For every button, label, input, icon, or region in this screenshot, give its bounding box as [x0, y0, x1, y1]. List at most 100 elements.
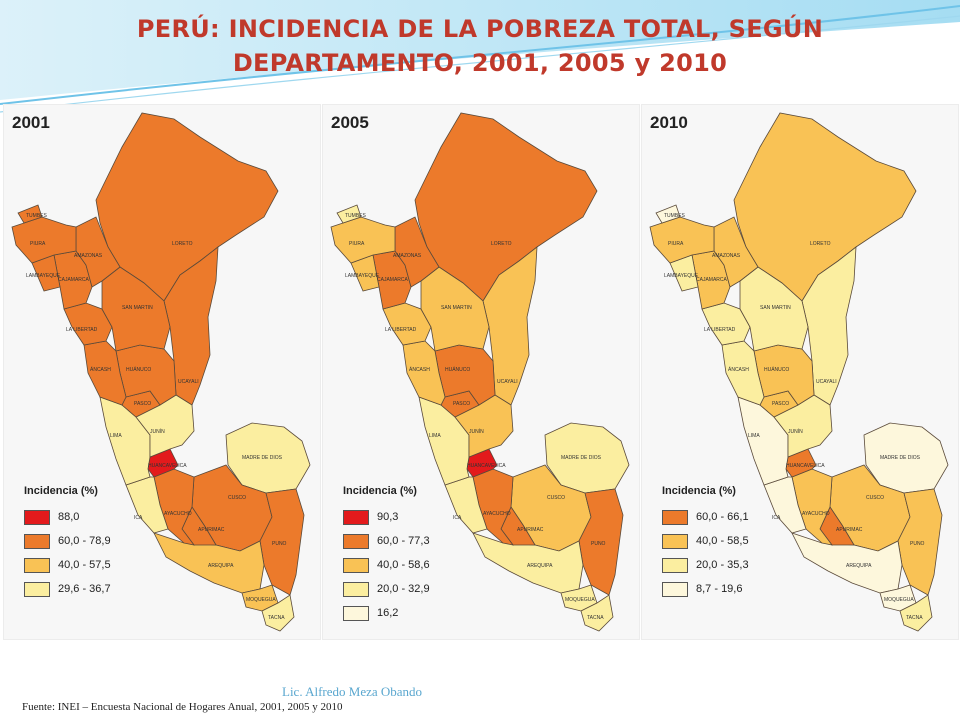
label-tumbes: TUMBES: [26, 213, 48, 219]
label-tacna: TACNA: [906, 615, 923, 621]
region-piura: [649, 216, 715, 264]
source-note: Fuente: INEI – Encuesta Nacional de Hoga…: [22, 701, 343, 713]
label-cajamarca: CAJAMARCA: [377, 277, 409, 283]
region-tumbes: [655, 204, 681, 224]
region-tumbes: [17, 204, 43, 224]
legend-label: 40,0 - 57,5: [58, 559, 111, 571]
label-lambayeque: LAMBAYEQUE: [26, 273, 61, 279]
legend-label: 90,3: [377, 511, 399, 523]
legend-swatch: [24, 581, 50, 597]
region-san-martin: [101, 266, 171, 352]
label-moquegua: MOQUEGUA: [884, 597, 914, 603]
region-madre-de-dios: [863, 422, 949, 494]
label-lima: LIMA: [110, 433, 122, 439]
legend-item: 88,0: [24, 505, 111, 529]
legend: Incidencia (%) 90,3 60,0 - 77,3 40,0 - 5…: [343, 485, 430, 625]
region-ica: [444, 476, 488, 534]
label-la-libertad: LA LIBERTAD: [385, 327, 417, 333]
region-amazonas: [75, 216, 121, 288]
label-ica: ICA: [453, 515, 462, 521]
label-ayacucho: AYACUCHO: [164, 511, 192, 517]
region-ica: [763, 476, 807, 534]
label-lima: LIMA: [748, 433, 760, 439]
region-piura: [330, 216, 396, 264]
region-madre-de-dios: [544, 422, 630, 494]
page-title: PERÚ: INCIDENCIA DE LA POBREZA TOTAL, SE…: [60, 12, 900, 80]
label-loreto: LORETO: [810, 241, 831, 247]
label-ancash: ÁNCASH: [90, 366, 111, 373]
legend-swatch: [343, 557, 369, 573]
label-apurimac: APURIMAC: [517, 527, 544, 533]
legend-item: 20,0 - 32,9: [343, 577, 430, 601]
legend-swatch: [343, 533, 369, 549]
label-pasco: PASCO: [134, 401, 151, 407]
region-piura: [11, 216, 77, 264]
legend-item: 60,0 - 78,9: [24, 529, 111, 553]
map-2005: TUMBES PIURA LAMBAYEQUE AMAZONAS CAJAMAR…: [330, 112, 630, 632]
region-la-libertad: [701, 302, 751, 346]
label-puno: PUNO: [910, 541, 925, 547]
region-san-martin: [739, 266, 809, 352]
legend-item: 8,7 - 19,6: [662, 577, 749, 601]
label-madre-de-dios: MADRE DE DIOS: [242, 455, 283, 461]
label-pasco: PASCO: [453, 401, 470, 407]
label-ica: ICA: [134, 515, 143, 521]
legend-label: 16,2: [377, 607, 399, 619]
label-cajamarca: CAJAMARCA: [696, 277, 728, 283]
map-panel-2001: TUMBES PIURA LAMBAYEQUE AMAZONAS CAJAMAR…: [3, 104, 321, 640]
label-ica: ICA: [772, 515, 781, 521]
legend-item: 16,2: [343, 601, 430, 625]
region-tacna: [580, 594, 614, 632]
legend-item: 60,0 - 77,3: [343, 529, 430, 553]
label-piura: PIURA: [30, 241, 46, 247]
legend-label: 60,0 - 66,1: [696, 511, 749, 523]
title-line-2: DEPARTAMENTO, 2001, 2005 y 2010: [232, 49, 728, 77]
legend-item: 40,0 - 58,5: [662, 529, 749, 553]
label-pasco: PASCO: [772, 401, 789, 407]
label-ancash: ÁNCASH: [409, 366, 430, 373]
legend-label: 40,0 - 58,5: [696, 535, 749, 547]
region-tumbes: [336, 204, 362, 224]
label-huancavelica: HUANCAVELICA: [148, 463, 187, 469]
legend-item: 90,3: [343, 505, 430, 529]
legend-label: 60,0 - 78,9: [58, 535, 111, 547]
region-ica: [125, 476, 169, 534]
legend-title: Incidencia (%): [343, 485, 417, 497]
label-junin: JUNÍN: [788, 428, 803, 435]
legend-label: 20,0 - 35,3: [696, 559, 749, 571]
label-huanuco: HUÁNUCO: [445, 366, 470, 373]
region-la-libertad: [63, 302, 113, 346]
map-panel-2005: TUMBES PIURA LAMBAYEQUE AMAZONAS CAJAMAR…: [322, 104, 640, 640]
title-line-1: PERÚ: INCIDENCIA DE LA POBREZA TOTAL, SE…: [136, 15, 824, 43]
legend-title: Incidencia (%): [662, 485, 736, 497]
label-madre-de-dios: MADRE DE DIOS: [561, 455, 602, 461]
label-junin: JUNÍN: [469, 428, 484, 435]
label-apurimac: APURIMAC: [198, 527, 225, 533]
label-ayacucho: AYACUCHO: [802, 511, 830, 517]
map-2010: TUMBES PIURA LAMBAYEQUE AMAZONAS CAJAMAR…: [649, 112, 949, 632]
label-san-martin: SAN MARTIN: [760, 305, 791, 311]
legend-item: 40,0 - 57,5: [24, 553, 111, 577]
label-la-libertad: LA LIBERTAD: [66, 327, 98, 333]
label-puno: PUNO: [272, 541, 287, 547]
region-san-martin: [420, 266, 490, 352]
legend-swatch: [343, 509, 369, 525]
label-cusco: CUSCO: [866, 495, 884, 501]
region-tacna: [899, 594, 933, 632]
label-huanuco: HUÁNUCO: [764, 366, 789, 373]
map-2001: TUMBES PIURA LAMBAYEQUE AMAZONAS CAJAMAR…: [11, 112, 311, 632]
label-moquegua: MOQUEGUA: [565, 597, 595, 603]
legend-item: 60,0 - 66,1: [662, 505, 749, 529]
legend-label: 29,6 - 36,7: [58, 583, 111, 595]
legend-item: 29,6 - 36,7: [24, 577, 111, 601]
label-amazonas: AMAZONAS: [74, 253, 103, 259]
label-madre-de-dios: MADRE DE DIOS: [880, 455, 921, 461]
label-ayacucho: AYACUCHO: [483, 511, 511, 517]
region-la-libertad: [382, 302, 432, 346]
label-cusco: CUSCO: [228, 495, 246, 501]
label-lambayeque: LAMBAYEQUE: [664, 273, 699, 279]
year-label: 2010: [650, 113, 688, 132]
legend-label: 20,0 - 32,9: [377, 583, 430, 595]
region-amazonas: [713, 216, 759, 288]
legend-label: 60,0 - 77,3: [377, 535, 430, 547]
